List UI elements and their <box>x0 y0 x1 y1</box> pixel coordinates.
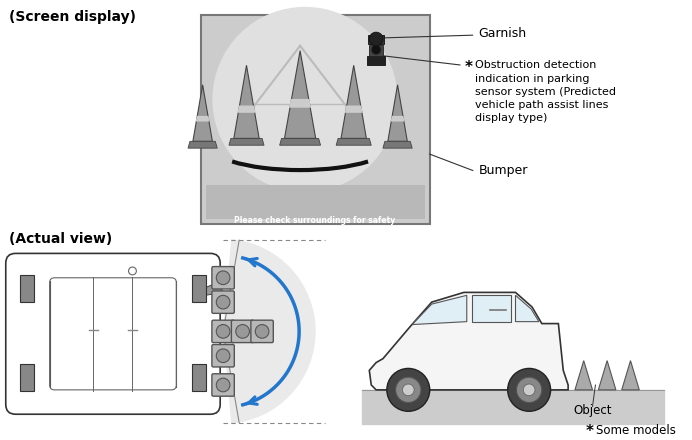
Text: *: * <box>465 60 473 75</box>
FancyBboxPatch shape <box>212 320 235 343</box>
Circle shape <box>403 384 414 396</box>
Polygon shape <box>229 139 264 145</box>
Text: Please check surroundings for safety: Please check surroundings for safety <box>234 216 395 225</box>
FancyBboxPatch shape <box>251 320 273 343</box>
Polygon shape <box>345 106 363 113</box>
Polygon shape <box>383 141 412 148</box>
Text: (Screen display): (Screen display) <box>9 10 136 24</box>
Bar <box>20 363 34 391</box>
Polygon shape <box>388 85 408 141</box>
Polygon shape <box>193 85 212 141</box>
Polygon shape <box>206 281 222 295</box>
Polygon shape <box>280 139 320 145</box>
Circle shape <box>371 45 381 55</box>
Bar <box>367 55 385 65</box>
Polygon shape <box>575 361 592 390</box>
Circle shape <box>217 349 230 363</box>
Polygon shape <box>289 99 311 108</box>
Bar <box>192 275 206 302</box>
Polygon shape <box>188 141 217 148</box>
Circle shape <box>236 325 249 338</box>
Circle shape <box>516 377 542 403</box>
Wedge shape <box>223 239 316 424</box>
Circle shape <box>217 378 230 392</box>
FancyBboxPatch shape <box>212 345 235 367</box>
FancyBboxPatch shape <box>212 291 235 313</box>
Circle shape <box>508 368 551 411</box>
Polygon shape <box>472 295 511 322</box>
Circle shape <box>217 325 230 338</box>
FancyBboxPatch shape <box>6 253 220 414</box>
Text: (Actual view): (Actual view) <box>9 232 112 246</box>
Bar <box>192 363 206 391</box>
Polygon shape <box>599 361 616 390</box>
Text: Obstruction detection
indication in parking
sensor system (Predicted
vehicle pat: Obstruction detection indication in park… <box>475 60 616 123</box>
Polygon shape <box>206 185 425 219</box>
Circle shape <box>370 32 383 46</box>
Bar <box>368 35 384 44</box>
Text: Garnish: Garnish <box>478 27 527 40</box>
Polygon shape <box>234 65 260 139</box>
Polygon shape <box>412 295 467 325</box>
Circle shape <box>217 295 230 309</box>
Text: Some models: Some models <box>597 424 676 437</box>
FancyBboxPatch shape <box>212 267 235 289</box>
Circle shape <box>212 7 398 192</box>
Text: Object: Object <box>573 404 612 418</box>
Text: Bumper: Bumper <box>478 164 528 177</box>
Circle shape <box>396 377 421 403</box>
FancyBboxPatch shape <box>212 374 235 396</box>
Circle shape <box>387 368 430 411</box>
Polygon shape <box>336 139 371 145</box>
Circle shape <box>523 384 535 396</box>
Circle shape <box>217 271 230 285</box>
Bar <box>20 275 34 302</box>
Polygon shape <box>370 293 568 390</box>
Polygon shape <box>516 295 539 322</box>
Bar <box>370 45 383 55</box>
Polygon shape <box>341 65 366 139</box>
Polygon shape <box>621 361 639 390</box>
Polygon shape <box>237 106 255 113</box>
FancyBboxPatch shape <box>231 320 254 343</box>
Polygon shape <box>391 116 404 121</box>
Circle shape <box>255 325 269 338</box>
Text: *: * <box>585 424 594 439</box>
FancyBboxPatch shape <box>201 15 430 224</box>
Polygon shape <box>196 116 210 121</box>
Polygon shape <box>284 51 316 139</box>
